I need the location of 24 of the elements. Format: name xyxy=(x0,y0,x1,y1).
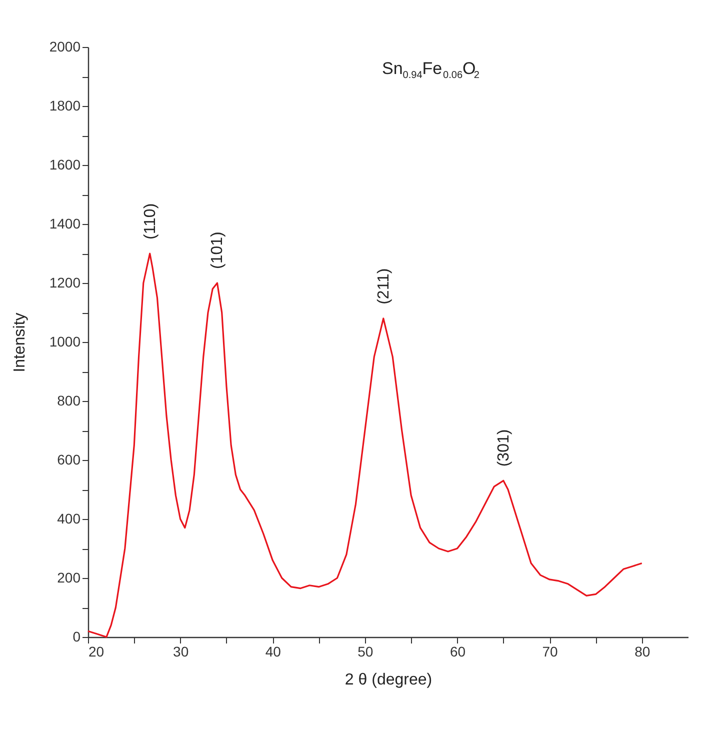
y-tick-label: 2000 xyxy=(49,38,81,54)
annotation: (211) xyxy=(375,268,392,304)
x-tick-label: 70 xyxy=(542,644,558,660)
y-tick-label: 1600 xyxy=(49,156,81,172)
y-tick-label: 400 xyxy=(57,510,81,526)
annotation: (301) xyxy=(495,429,512,467)
y-tick-label: 0 xyxy=(72,628,81,644)
x-tick-label: 60 xyxy=(450,644,466,660)
y-tick-label: 200 xyxy=(57,570,81,586)
x-tick-label: 30 xyxy=(173,644,189,660)
annotation: (110) xyxy=(142,203,159,240)
y-tick-label: 800 xyxy=(57,392,81,408)
x-tick-label: 50 xyxy=(358,644,374,660)
y-tick-label: 1200 xyxy=(49,274,81,290)
y-axis-title: Intensity xyxy=(11,312,28,372)
x-axis-title: 2 θ (degree) xyxy=(344,672,432,688)
x-tick-label: 80 xyxy=(634,644,650,660)
y-tick-label: 1800 xyxy=(49,98,81,114)
y-tick-label: 600 xyxy=(57,452,81,468)
annotation: (101) xyxy=(209,232,226,269)
y-tick-label: 1000 xyxy=(49,334,81,350)
x-tick-label: 20 xyxy=(88,644,104,660)
x-tick-label: 40 xyxy=(265,644,282,660)
y-tick-label: 1400 xyxy=(49,216,81,232)
